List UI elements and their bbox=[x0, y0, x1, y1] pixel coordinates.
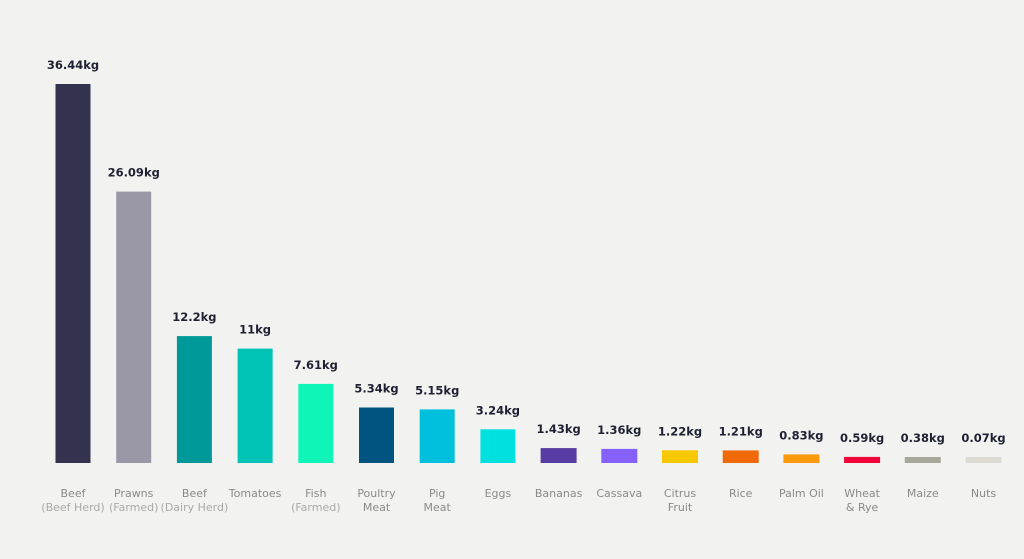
category-label: Tomatoes bbox=[228, 487, 282, 500]
bar-15 bbox=[965, 457, 1002, 463]
bar-9 bbox=[601, 448, 638, 463]
bar-12 bbox=[783, 454, 820, 463]
bar-6 bbox=[419, 409, 455, 463]
category-label: Cassava bbox=[596, 487, 642, 500]
bar-4 bbox=[298, 383, 334, 463]
category-label: (Farmed) bbox=[109, 501, 158, 514]
category-label: Fish bbox=[305, 487, 326, 500]
category-label: (Farmed) bbox=[291, 501, 340, 514]
category-label: Rice bbox=[729, 487, 753, 500]
value-labels-group: 36.44kg 26.09kg 12.2kg 11kg 7.61kg 5.34kg 5.15… bbox=[47, 58, 1006, 445]
category-label: Bananas bbox=[535, 487, 583, 500]
bar-14 bbox=[904, 457, 941, 463]
category-label: Meat bbox=[424, 501, 452, 514]
value-label: 1.22kg bbox=[658, 424, 702, 438]
category-label: Meat bbox=[363, 501, 391, 514]
value-label: 11kg bbox=[239, 323, 271, 337]
bar-13 bbox=[844, 456, 881, 463]
category-label: Prawns bbox=[114, 487, 154, 500]
category-label: Fruit bbox=[668, 501, 693, 514]
bar-1 bbox=[116, 191, 152, 463]
value-label: 7.61kg bbox=[294, 358, 338, 372]
value-label: 26.09kg bbox=[108, 166, 160, 180]
category-label: Beef bbox=[61, 487, 87, 500]
value-label: 1.43kg bbox=[536, 422, 580, 436]
category-label: Citrus bbox=[664, 487, 697, 500]
value-label: 0.07kg bbox=[961, 431, 1005, 445]
bar-0 bbox=[55, 84, 91, 463]
bar-5 bbox=[359, 407, 394, 463]
bars-group bbox=[55, 84, 1002, 463]
value-label: 36.44kg bbox=[47, 58, 99, 72]
category-label: Nuts bbox=[971, 487, 997, 500]
bar-11 bbox=[722, 450, 759, 463]
category-label: Beef bbox=[182, 487, 208, 500]
category-label: Poultry bbox=[357, 487, 396, 500]
value-label: 5.15kg bbox=[415, 383, 459, 397]
bar-7 bbox=[480, 429, 516, 463]
value-label: 0.83kg bbox=[779, 428, 823, 442]
category-label: (Dairy Herd) bbox=[161, 501, 229, 514]
value-label: 5.34kg bbox=[354, 382, 398, 396]
bar-2 bbox=[176, 336, 212, 463]
value-label: 0.38kg bbox=[901, 431, 945, 445]
category-label: & Rye bbox=[846, 501, 879, 514]
category-label: Wheat bbox=[844, 487, 880, 500]
value-label: 1.21kg bbox=[719, 424, 763, 438]
bar-10 bbox=[662, 450, 698, 463]
bar-8 bbox=[540, 448, 577, 463]
category-label: Pig bbox=[429, 487, 445, 500]
category-labels-group: Beef(Beef Herd)Prawns(Farmed)Beef(Dairy … bbox=[41, 487, 996, 514]
value-label: 1.36kg bbox=[597, 423, 641, 437]
category-label: Eggs bbox=[485, 487, 512, 500]
category-label: Maize bbox=[907, 487, 939, 500]
value-label: 12.2kg bbox=[172, 310, 216, 324]
bar-3 bbox=[237, 348, 273, 463]
category-label: (Beef Herd) bbox=[41, 501, 104, 514]
value-label: 3.24kg bbox=[476, 403, 520, 417]
value-label: 0.59kg bbox=[840, 431, 884, 445]
category-label: Palm Oil bbox=[779, 487, 824, 500]
